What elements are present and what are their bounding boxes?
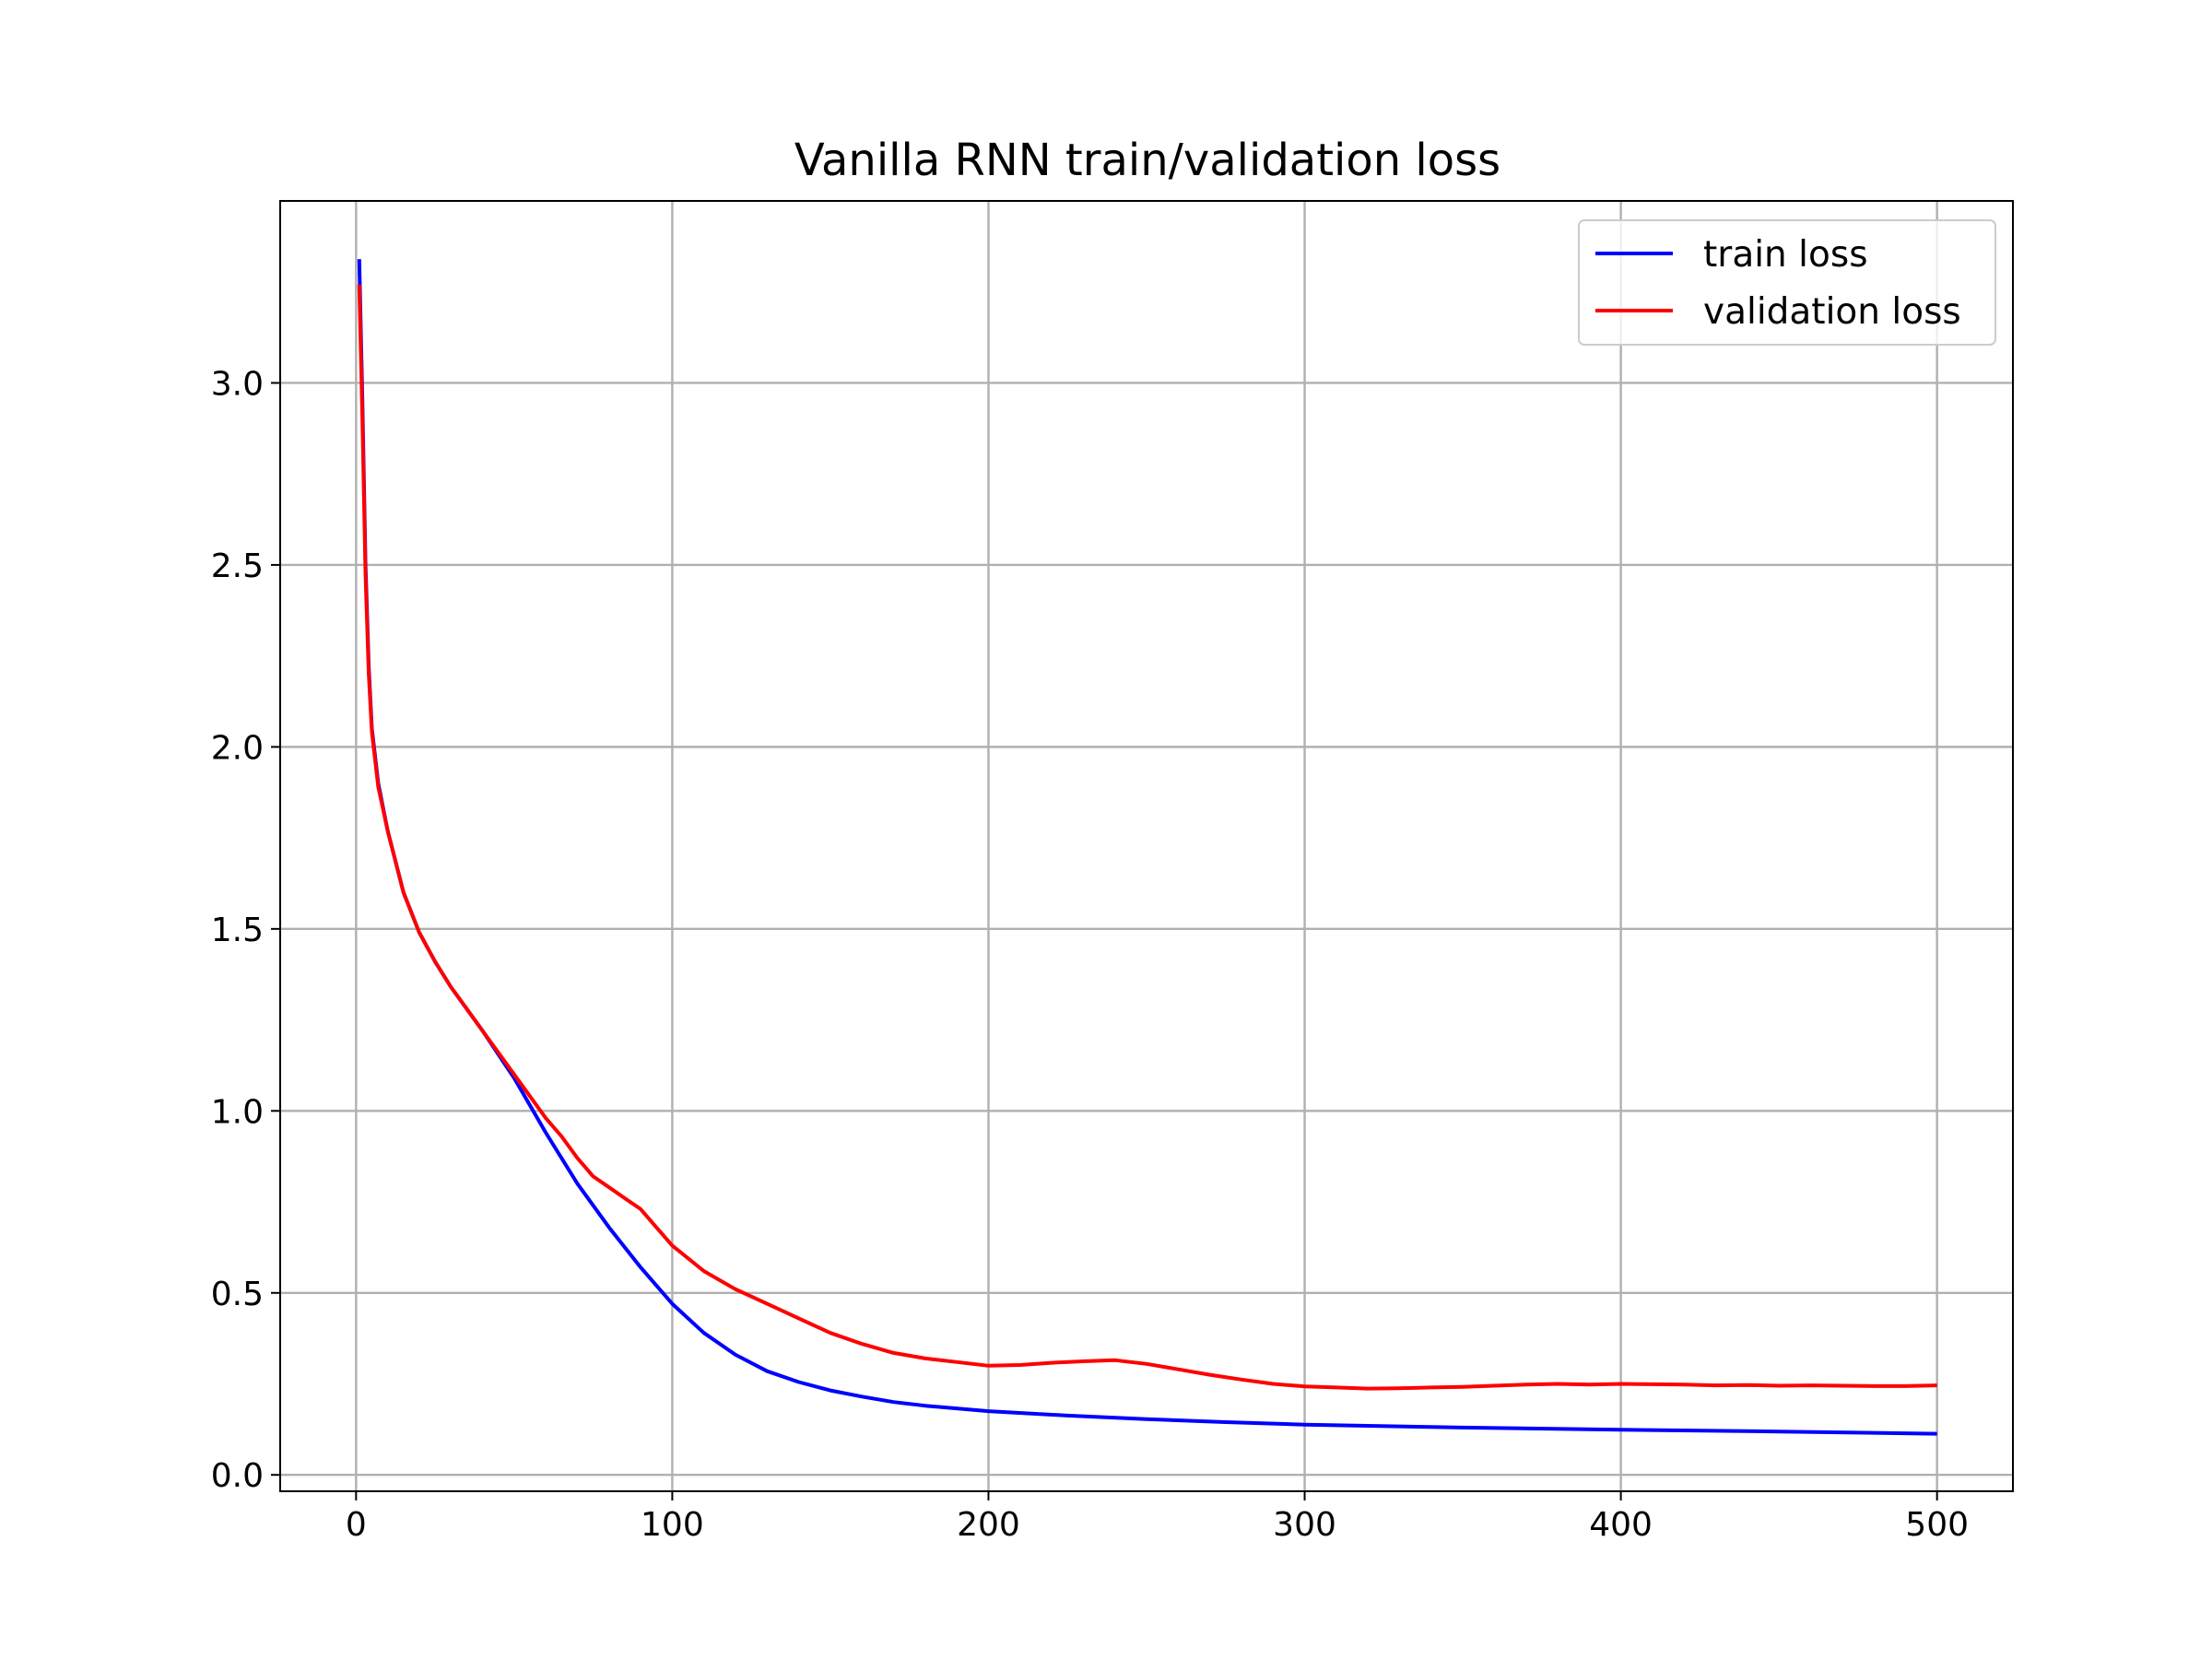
y-tick-label: 0.0 <box>211 1457 264 1495</box>
x-tick-label: 400 <box>1589 1506 1653 1544</box>
legend-box <box>1578 219 1996 346</box>
x-tick-label: 0 <box>346 1506 367 1544</box>
legend-label: validation loss <box>1703 291 1961 333</box>
x-tick-label: 200 <box>957 1506 1020 1544</box>
y-tick-label: 1.0 <box>211 1093 264 1131</box>
y-tick-label: 1.5 <box>211 912 264 949</box>
x-tick-label: 100 <box>641 1506 704 1544</box>
series-layer <box>357 259 1937 1436</box>
y-tick-label: 3.0 <box>211 365 264 403</box>
y-tick-label: 2.0 <box>211 729 264 767</box>
axes: 0 100 200 300 400 500 0.0 0.5 1.0 1.5 2.0 2.5 3.0 <box>211 365 1969 1544</box>
series-line-validation-loss <box>357 284 1937 1391</box>
chart-title: Vanilla RNN train/validation loss <box>794 135 1500 186</box>
x-tick-label: 500 <box>1905 1506 1969 1544</box>
y-tick-label: 0.5 <box>211 1276 264 1313</box>
x-tick-label: 300 <box>1273 1506 1336 1544</box>
y-tick-label: 2.5 <box>211 547 264 585</box>
legend: train loss validation loss <box>1578 219 1996 346</box>
plot-frame <box>279 200 2014 1492</box>
legend-label: train loss <box>1703 234 1868 276</box>
grid <box>280 201 2013 1491</box>
